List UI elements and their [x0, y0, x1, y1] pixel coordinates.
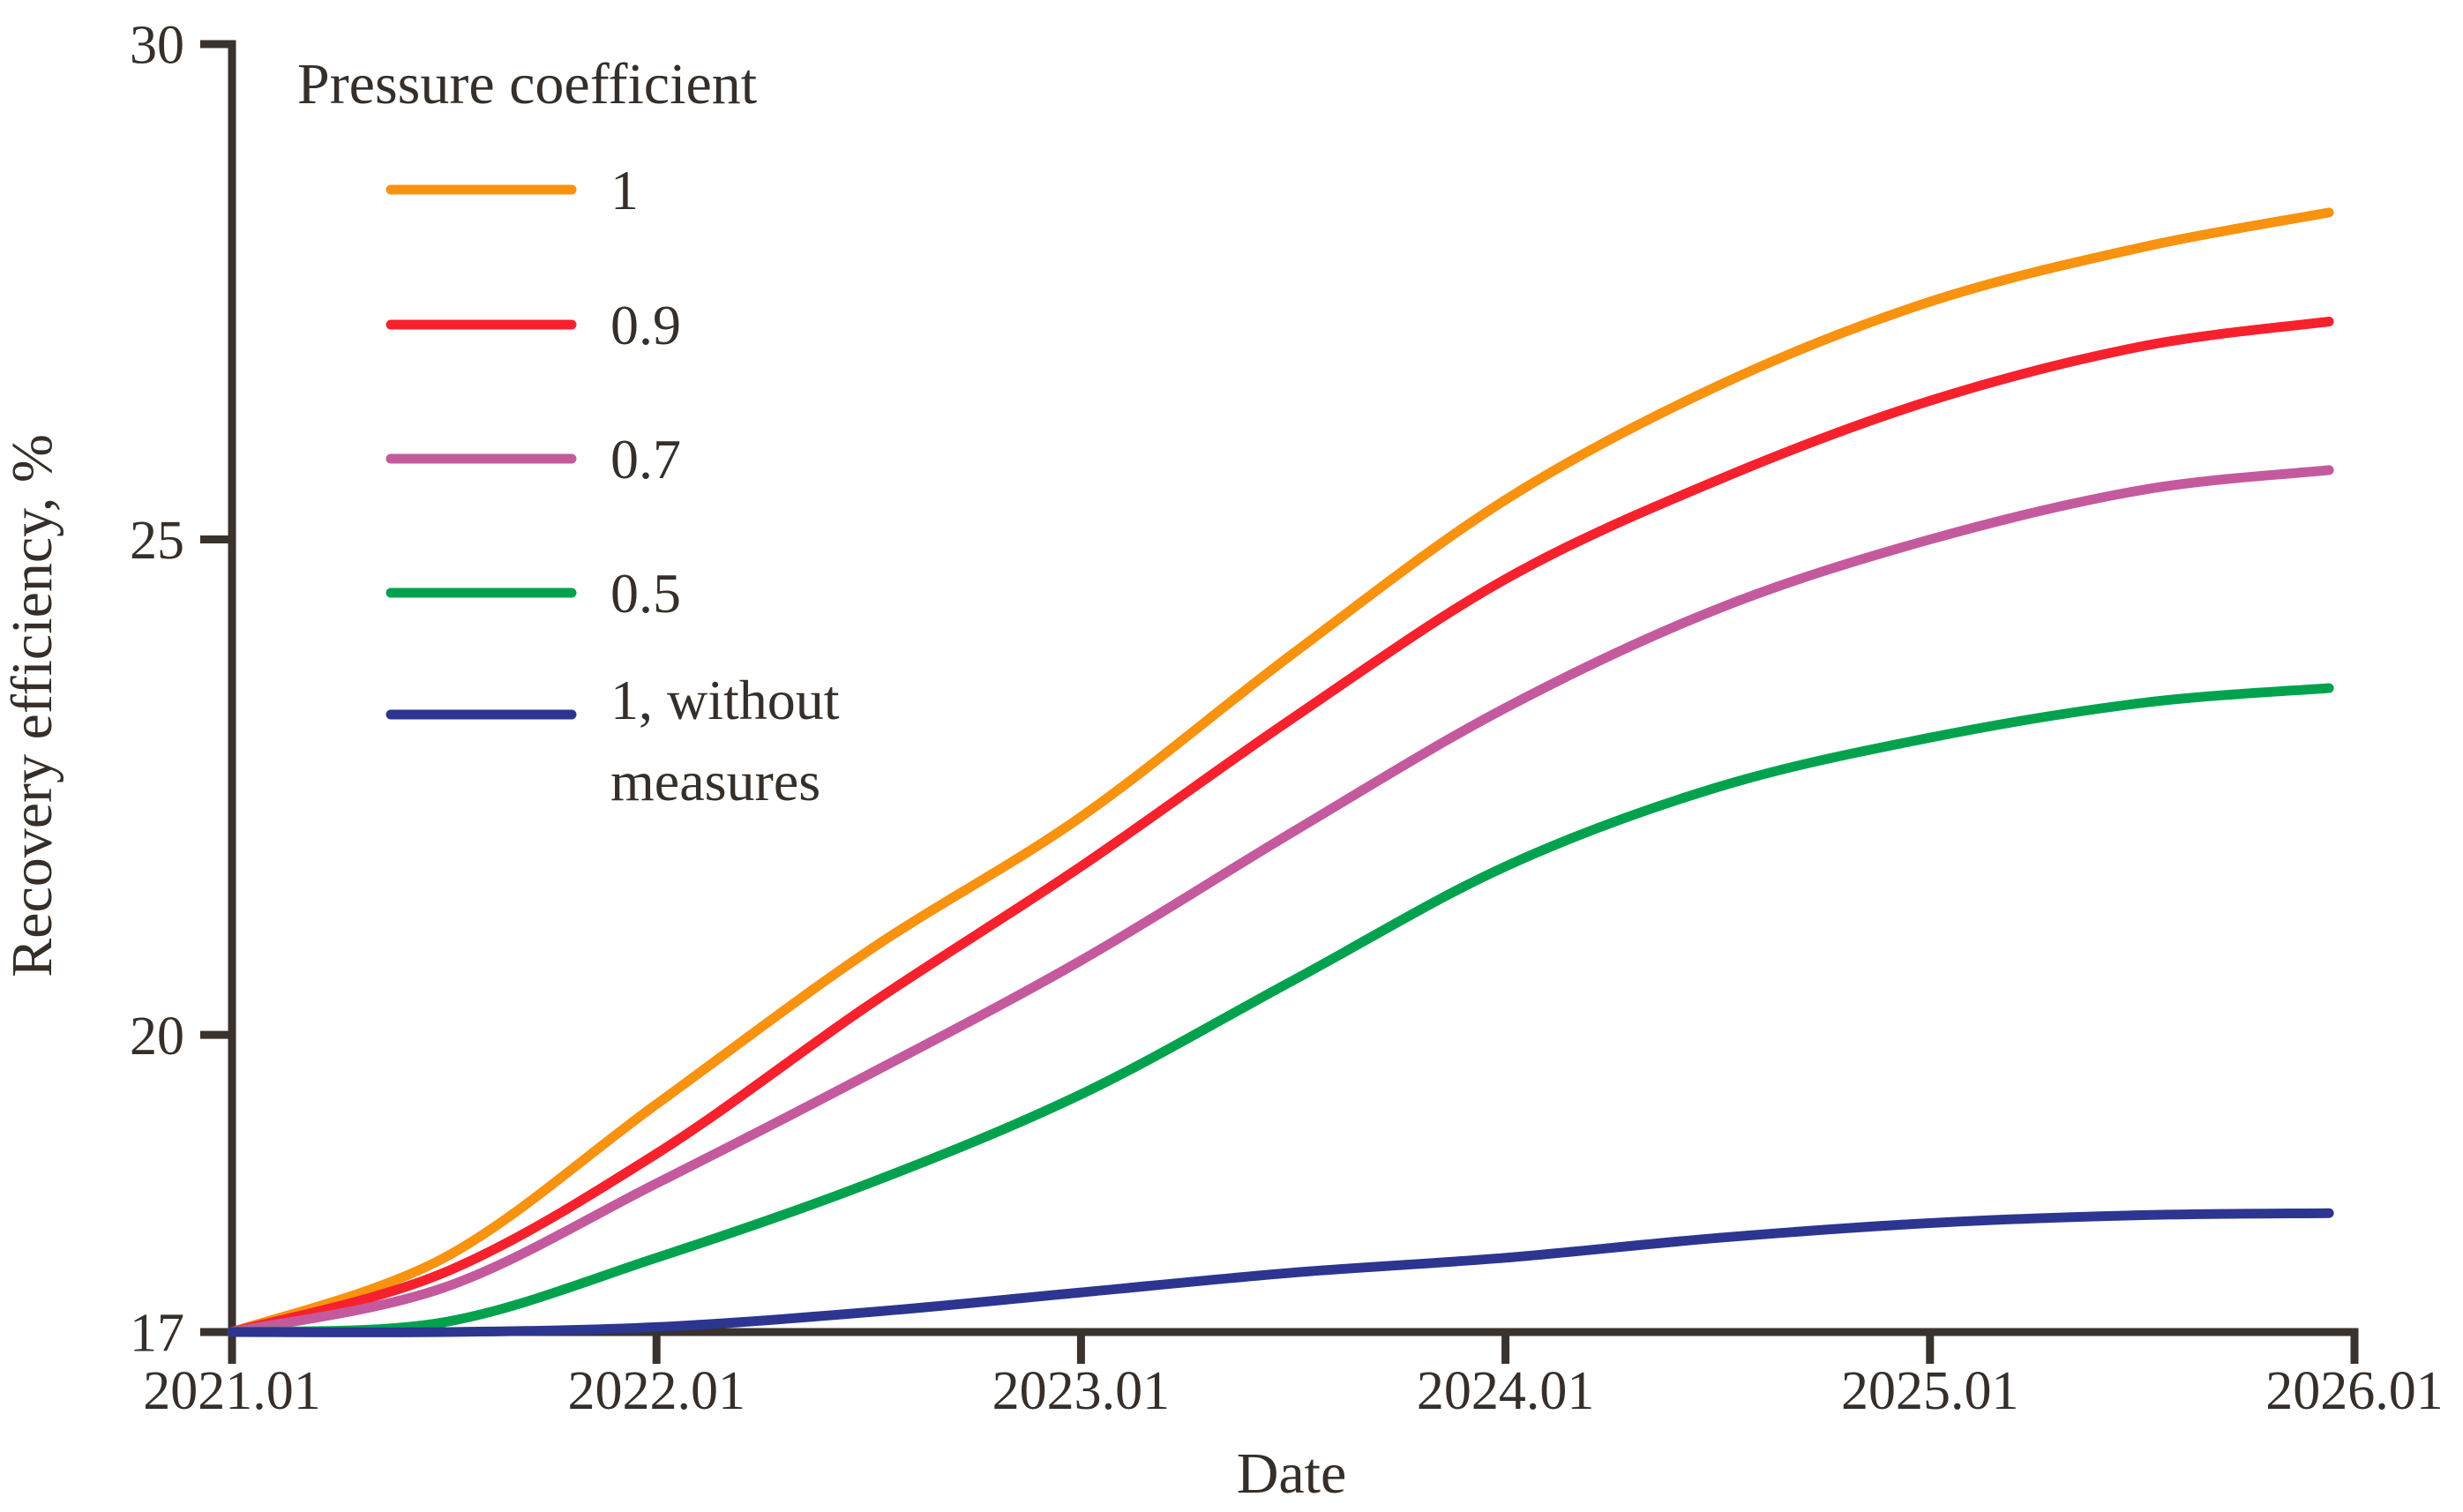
legend-item-label: 0.7	[610, 428, 681, 490]
x-axis-title: Date	[1237, 1441, 1347, 1506]
curves-layer	[227, 207, 2334, 1337]
legend-item-label: 1, without measures	[610, 669, 840, 812]
legend-item-label: 0.5	[610, 562, 681, 625]
series-curve-0-5	[227, 683, 2334, 1337]
legend: Pressure coefficient 1 0.9 0.7 0.5 1, withou…	[297, 52, 840, 812]
legend-item: 0.9	[386, 294, 681, 356]
y-tick-label: 25	[130, 511, 184, 571]
y-axis-title: Recovery efficiency, %	[0, 434, 64, 977]
ticks-layer	[200, 40, 2359, 1364]
series-curve-0-7	[227, 465, 2334, 1337]
legend-title: Pressure coefficient	[297, 52, 757, 116]
legend-item-label: 0.9	[610, 294, 681, 356]
legend-item: 1, without measures	[386, 669, 840, 812]
legend-item: 1	[386, 159, 639, 221]
y-tick-label: 20	[130, 1007, 184, 1067]
x-tick-label: 2025.01	[1841, 1361, 2019, 1421]
tick-labels-layer: 2021.01 2022.01 2023.01 2024.01 2025.01 2026.…	[130, 16, 2444, 1421]
legend-item: 0.7	[386, 428, 681, 490]
x-tick-label: 2021.01	[143, 1361, 321, 1421]
series-curve-1	[227, 207, 2334, 1337]
x-tick-label: 2023.01	[992, 1361, 1171, 1421]
series-curve-0-9	[227, 317, 2334, 1337]
x-tick-label: 2024.01	[1417, 1361, 1595, 1421]
axes-layer	[228, 40, 2359, 1336]
series-curve-1-without-measures	[227, 1208, 2334, 1337]
x-tick-label: 2022.01	[567, 1361, 745, 1421]
y-tick-label: 30	[130, 16, 184, 76]
y-tick-label: 17	[130, 1304, 184, 1364]
legend-item-label: 1	[610, 159, 639, 221]
axis-spines	[228, 40, 2359, 1336]
legend-item: 0.5	[386, 562, 681, 625]
x-tick-label: 2026.01	[2265, 1361, 2444, 1421]
